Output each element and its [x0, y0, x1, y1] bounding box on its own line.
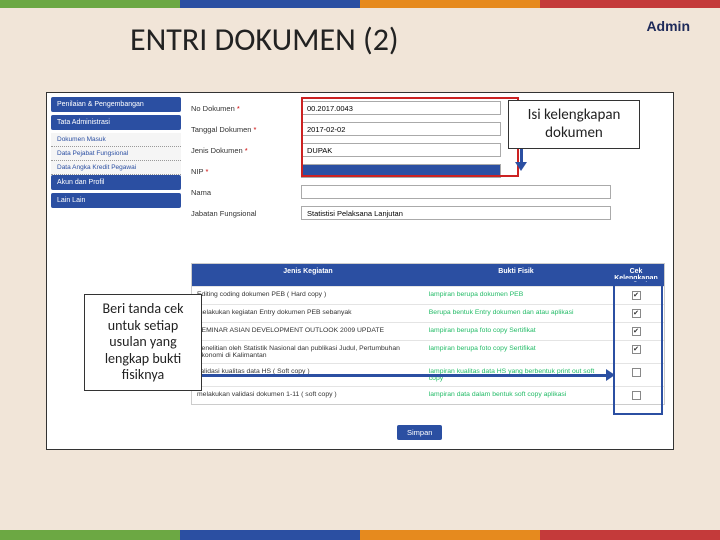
sidebar-item[interactable]: Lain Lain: [51, 193, 181, 208]
form-input[interactable]: [301, 164, 501, 178]
cell-bukti: lampiran berupa dokumen PEB: [424, 287, 608, 304]
arrow-check-head: [606, 369, 615, 381]
sidebar-item[interactable]: Akun dan Profil: [51, 175, 181, 190]
checkbox[interactable]: [632, 309, 641, 318]
checkbox[interactable]: [632, 327, 641, 336]
form-input[interactable]: Statistisi Pelaksana Lanjutan: [301, 206, 611, 220]
col-cek: Cek Kelengkapan: [608, 264, 664, 286]
sidebar-sub-item[interactable]: Data Angka Kredit Pegawai: [51, 161, 181, 175]
bottom-accent-bar: [0, 530, 720, 540]
cell-jenis: melakukan validasi dokumen 1-11 ( soft c…: [192, 387, 424, 404]
checkbox[interactable]: [632, 391, 641, 400]
cell-cek: [608, 341, 664, 363]
table-row: melakukan kegiatan Entry dokumen PEB seb…: [192, 304, 664, 322]
form-label: No Dokumen *: [191, 104, 301, 113]
checkbox[interactable]: [632, 291, 641, 300]
cell-cek: [608, 305, 664, 322]
cell-bukti: lampiran berupa foto copy Sertifikat: [424, 341, 608, 363]
sidebar-item[interactable]: Tata Administrasi: [51, 115, 181, 130]
callout-form: Isi kelengkapan dokumen: [508, 100, 640, 149]
cell-jenis: melakukan kegiatan Entry dokumen PEB seb…: [192, 305, 424, 322]
form-label: Jabatan Fungsional: [191, 209, 301, 218]
cell-jenis: SEMINAR ASIAN DEVELOPMENT OUTLOOK 2009 U…: [192, 323, 424, 340]
form-input[interactable]: 2017-02-02: [301, 122, 501, 136]
arrow-form-head: [515, 162, 527, 171]
form-label: Tanggal Dokumen *: [191, 125, 301, 134]
col-bukti: Bukti Fisik: [424, 264, 608, 286]
cell-jenis: Editing coding dokumen PEB ( Hard copy ): [192, 287, 424, 304]
checkbox[interactable]: [632, 368, 641, 377]
sidebar: Penilaian & Pengembangan Tata Administras…: [51, 97, 181, 211]
sidebar-sub-item[interactable]: Dokumen Masuk: [51, 133, 181, 147]
arrow-check-line: [200, 374, 608, 377]
table-row: Editing coding dokumen PEB ( Hard copy )…: [192, 286, 664, 304]
form-label: Jenis Dokumen *: [191, 146, 301, 155]
cell-cek: [608, 287, 664, 304]
form-input[interactable]: 00.2017.0043: [301, 101, 501, 115]
checkbox[interactable]: [632, 345, 641, 354]
cell-bukti: lampiran data dalam bentuk soft copy apl…: [424, 387, 608, 404]
form-row: Nama: [191, 185, 661, 199]
table-row: Penelitian oleh Statistik Nasional dan p…: [192, 340, 664, 363]
admin-label: Admin: [646, 18, 690, 34]
table-row: SEMINAR ASIAN DEVELOPMENT OUTLOOK 2009 U…: [192, 322, 664, 340]
form-row: NIP *: [191, 164, 661, 178]
form-input[interactable]: [301, 185, 611, 199]
col-jenis: Jenis Kegiatan: [192, 264, 424, 286]
form-label: NIP *: [191, 167, 301, 176]
table-header-row: Jenis Kegiatan Bukti Fisik Cek Kelengkap…: [192, 264, 664, 286]
sidebar-item[interactable]: Penilaian & Pengembangan: [51, 97, 181, 112]
form-input[interactable]: DUPAK: [301, 143, 501, 157]
cell-bukti: Berupa bentuk Entry dokumen dan atau apl…: [424, 305, 608, 322]
cell-cek: [608, 323, 664, 340]
cell-cek: [608, 364, 664, 386]
form-row: Jabatan FungsionalStatistisi Pelaksana L…: [191, 206, 661, 220]
cell-bukti: lampiran berupa foto copy Sertifikat: [424, 323, 608, 340]
cell-jenis: Penelitian oleh Statistik Nasional dan p…: [192, 341, 424, 363]
page-title: ENTRI DOKUMEN (2): [130, 20, 680, 59]
save-button[interactable]: Simpan: [397, 425, 442, 440]
sidebar-sub-item[interactable]: Data Pejabat Fungsional: [51, 147, 181, 161]
table-row: melakukan validasi dokumen 1-11 ( soft c…: [192, 386, 664, 404]
callout-checkbox: Beri tanda cek untuk setiap usulan yang …: [84, 294, 202, 391]
form-label: Nama: [191, 188, 301, 197]
activity-table: Jenis Kegiatan Bukti Fisik Cek Kelengkap…: [191, 263, 665, 405]
cell-cek: [608, 387, 664, 404]
